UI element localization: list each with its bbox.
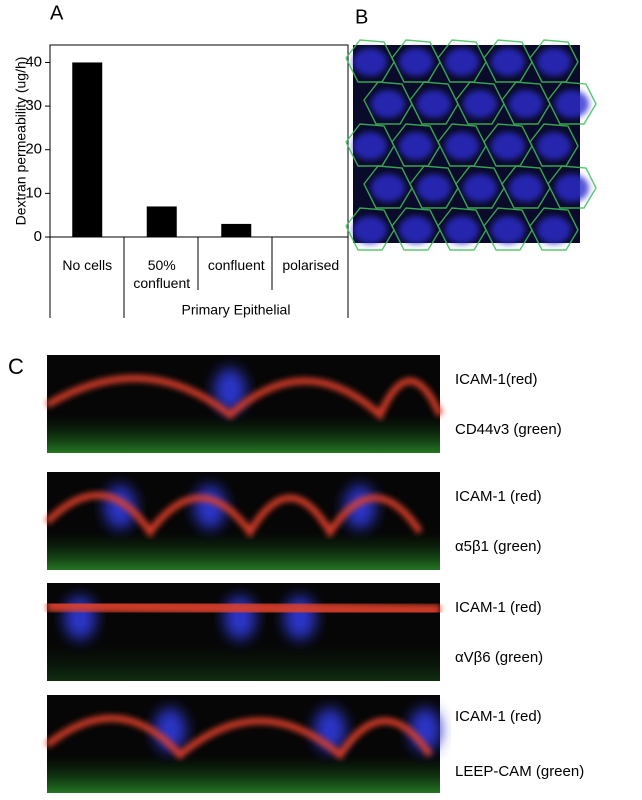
bar bbox=[146, 206, 177, 237]
bar bbox=[72, 62, 103, 237]
strip-label: ICAM-1 (red) bbox=[455, 708, 542, 725]
green-band bbox=[47, 755, 440, 793]
nucleus bbox=[537, 216, 571, 244]
micrograph-strip: ICAM-1(red) CD44v3 (green) bbox=[45, 355, 562, 453]
nucleus bbox=[399, 216, 433, 244]
red-membrane bbox=[45, 374, 444, 421]
nucleus bbox=[509, 174, 543, 202]
x-tick-label: 50% confluent bbox=[133, 257, 191, 291]
nucleus bbox=[353, 48, 387, 76]
cell-border bbox=[529, 123, 579, 167]
nucleus bbox=[417, 90, 451, 118]
nucleus bbox=[399, 132, 433, 160]
nucleus bbox=[445, 216, 479, 244]
green-band bbox=[47, 643, 440, 681]
y-tick-label: 0 bbox=[34, 228, 42, 245]
cell-border bbox=[529, 39, 579, 83]
category-separators bbox=[49, 237, 349, 318]
nucleus bbox=[371, 90, 405, 118]
panel-label: C bbox=[8, 354, 24, 379]
plot-frame bbox=[49, 44, 349, 238]
strip-label: ICAM-1(red) bbox=[455, 371, 538, 388]
bar bbox=[221, 223, 252, 237]
nucleus bbox=[417, 174, 451, 202]
cell-border bbox=[547, 81, 597, 125]
nucleus bbox=[509, 90, 543, 118]
group-label: Primary Epithelial bbox=[182, 302, 291, 318]
red-membrane bbox=[44, 492, 423, 539]
nucleus bbox=[491, 48, 525, 76]
nucleus bbox=[371, 174, 405, 202]
red-membrane bbox=[44, 714, 433, 761]
nucleus bbox=[537, 48, 571, 76]
nucleus bbox=[214, 368, 246, 412]
cell-border bbox=[547, 165, 597, 209]
micrograph-strip: ICAM-1 (red) α5β1 (green) bbox=[44, 472, 542, 570]
red-membrane bbox=[46, 598, 441, 618]
strip-label: ICAM-1 (red) bbox=[455, 599, 542, 616]
nucleus bbox=[353, 216, 387, 244]
strip-label: α5β1 (green) bbox=[455, 538, 542, 555]
green-band bbox=[47, 415, 440, 453]
cell-border bbox=[529, 207, 579, 251]
y-axis-label: Dextran permeability (ug/h) bbox=[13, 57, 29, 226]
micrograph-strip: ICAM-1 (red) LEEP-CAM (green) bbox=[44, 695, 584, 793]
nucleus bbox=[399, 48, 433, 76]
nucleus bbox=[463, 174, 497, 202]
y-tick-label: 10 bbox=[25, 184, 42, 201]
panel-label: B bbox=[355, 6, 368, 28]
nucleus bbox=[555, 90, 589, 118]
nucleus bbox=[555, 174, 589, 202]
y-tick-label: 20 bbox=[25, 141, 42, 158]
y-tick-label: 30 bbox=[25, 97, 42, 114]
panel-label: A bbox=[50, 2, 64, 24]
y-tick-label: 40 bbox=[25, 53, 42, 70]
x-tick-label: polarised bbox=[282, 257, 340, 273]
strip-label: ICAM-1 (red) bbox=[455, 488, 542, 505]
nucleus bbox=[491, 132, 525, 160]
nucleus bbox=[445, 132, 479, 160]
x-tick-label: confluent bbox=[207, 257, 265, 273]
nucleus bbox=[463, 90, 497, 118]
green-band bbox=[47, 532, 440, 570]
strip-label: CD44v3 (green) bbox=[455, 421, 562, 438]
micrograph-strip: ICAM-1 (red) αVβ6 (green) bbox=[46, 583, 543, 681]
x-tick-label: No cells bbox=[62, 257, 113, 273]
nucleus bbox=[537, 132, 571, 160]
strip-label: αVβ6 (green) bbox=[455, 649, 543, 666]
nucleus bbox=[445, 48, 479, 76]
micrograph-b bbox=[345, 39, 597, 251]
nucleus bbox=[353, 132, 387, 160]
strip-label: LEEP-CAM (green) bbox=[455, 763, 584, 780]
nucleus bbox=[491, 216, 525, 244]
